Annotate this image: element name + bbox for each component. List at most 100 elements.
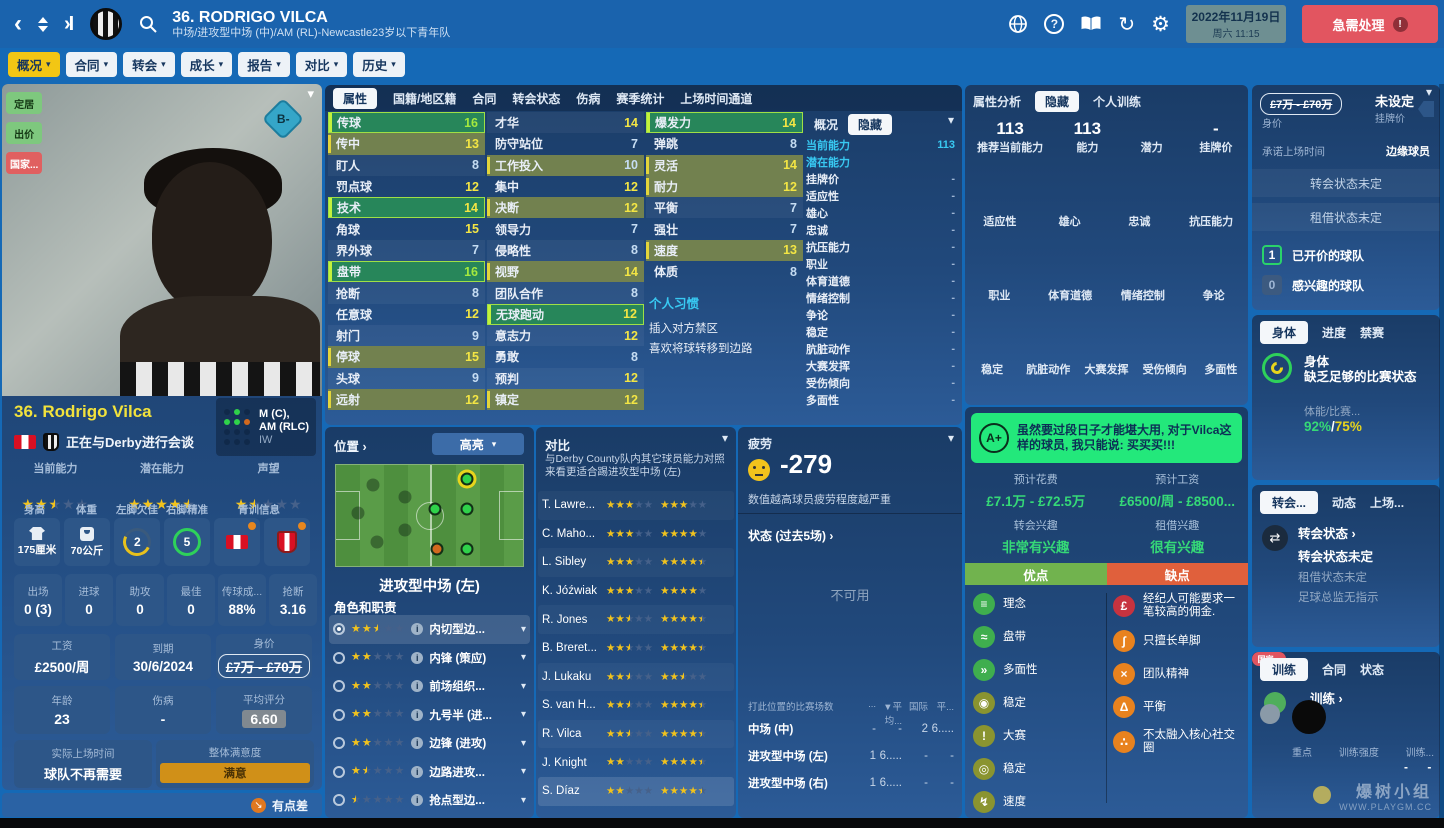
- tab-attribute-analysis[interactable]: 属性分析: [973, 95, 1022, 109]
- attribute-row[interactable]: 角球 15: [328, 218, 485, 239]
- attribute-row[interactable]: 灵活 14: [646, 154, 803, 176]
- game-date-button[interactable]: 2022年11月19日 周六 11:15: [1186, 5, 1286, 43]
- chevron-down-icon[interactable]: ▾: [1425, 85, 1432, 99]
- position-dot[interactable]: [460, 542, 474, 556]
- club-logo[interactable]: [90, 8, 123, 40]
- attribute-row[interactable]: 工作投入 10: [487, 154, 644, 176]
- chevron-down-icon[interactable]: ▾: [947, 113, 954, 127]
- tab-transfer[interactable]: 转会...: [1260, 491, 1319, 514]
- tab-playing-time[interactable]: 上场...: [1370, 496, 1405, 510]
- pinned-badge[interactable]: 国家...: [6, 152, 43, 174]
- attribute-row[interactable]: 意志力 12: [487, 324, 644, 347]
- attribute-row[interactable]: 体质 8: [646, 261, 803, 282]
- tab-condition[interactable]: 身体: [1260, 321, 1309, 344]
- tab-dynamics[interactable]: 动态: [1332, 496, 1357, 510]
- overview-tab[interactable]: 概况: [814, 117, 839, 132]
- attributes-tab[interactable]: 属性: [333, 87, 378, 109]
- chevron-down-icon[interactable]: ▾: [947, 431, 954, 445]
- chevron-down-icon[interactable]: ▾: [721, 431, 728, 445]
- tab-training[interactable]: 训练: [1260, 658, 1309, 681]
- nav-tab[interactable]: 合同 ▾: [65, 52, 118, 77]
- attribute-row[interactable]: 界外球 7: [328, 239, 485, 262]
- position-dot-weak[interactable]: [430, 542, 444, 556]
- comparison-row[interactable]: C. Maho... ★★★★★★★★★★ ★★★★★★★★★★: [538, 520, 734, 549]
- attribute-row[interactable]: 盯人 8: [328, 154, 485, 176]
- attribute-row[interactable]: 技术 14: [328, 197, 485, 219]
- attribute-row[interactable]: 停球 15: [328, 346, 485, 368]
- nav-tab[interactable]: 报告 ▾: [238, 52, 290, 77]
- comparison-row[interactable]: S. van H... ★★★★★★★★★★ ★★★★★★★★★★: [538, 691, 734, 720]
- attribute-row[interactable]: 任意球 12: [328, 304, 485, 325]
- chevron-down-icon[interactable]: ▾: [520, 709, 526, 721]
- attributes-tab[interactable]: 上场时间通道: [680, 91, 753, 106]
- role-radio[interactable]: [333, 794, 345, 807]
- position-dot-selected[interactable]: [460, 472, 474, 486]
- attribute-row[interactable]: 射门 9: [328, 324, 485, 347]
- tab-hidden[interactable]: 隐藏: [1035, 91, 1080, 112]
- attributes-tab[interactable]: 合同: [472, 91, 497, 106]
- settings-gear-icon[interactable]: ⚙: [1151, 12, 1170, 36]
- refresh-icon[interactable]: ↻: [1118, 13, 1136, 36]
- role-radio[interactable]: [333, 680, 345, 693]
- attribute-row[interactable]: 才华 14: [487, 112, 644, 134]
- attribute-row[interactable]: 领导力 7: [487, 218, 644, 239]
- attribute-row[interactable]: 平衡 7: [646, 197, 803, 219]
- attribute-row[interactable]: 强壮 7: [646, 218, 803, 239]
- comparison-row[interactable]: T. Lawre... ★★★★★★★★★★ ★★★★★★★★★★: [538, 491, 734, 520]
- attribute-row[interactable]: 传中 13: [328, 133, 485, 155]
- attribute-row[interactable]: 无球跑动 12: [487, 303, 644, 325]
- role-radio[interactable]: [333, 765, 345, 778]
- tab-status[interactable]: 状态: [1360, 663, 1385, 677]
- comparison-row[interactable]: L. Sibley ★★★★★★★★★★ ★★★★★★★★★★: [538, 548, 734, 577]
- attribute-row[interactable]: 预判 12: [487, 367, 644, 389]
- attribute-row[interactable]: 决断 12: [487, 197, 644, 219]
- info-icon[interactable]: i: [411, 794, 424, 807]
- comparison-row[interactable]: R. Jones ★★★★★★★★★★ ★★★★★★★★★★: [538, 605, 734, 634]
- chevron-down-icon[interactable]: ▾: [520, 737, 526, 749]
- position-dot[interactable]: [428, 502, 442, 516]
- attribute-row[interactable]: 远射 12: [328, 388, 485, 411]
- book-icon[interactable]: [1080, 15, 1102, 33]
- tab-suspension[interactable]: 禁赛: [1360, 326, 1385, 340]
- collapse-chevron-icon[interactable]: ▾: [307, 86, 314, 101]
- help-icon[interactable]: ?: [1044, 14, 1065, 34]
- attribute-row[interactable]: 盘带 16: [328, 261, 485, 283]
- pinned-badge[interactable]: 定居: [6, 92, 43, 114]
- transfer-heading[interactable]: 转会状态 ›: [1298, 527, 1356, 541]
- comparison-row[interactable]: J. Knight ★★★★★★★★★★ ★★★★★★★★★★: [538, 748, 734, 777]
- highlight-dropdown[interactable]: 高亮 ▾: [432, 433, 524, 455]
- positions-title[interactable]: 位置 ›: [334, 440, 367, 454]
- chevron-down-icon[interactable]: ▾: [520, 766, 526, 778]
- info-icon[interactable]: i: [411, 623, 424, 636]
- tab-individual-training[interactable]: 个人训练: [1093, 95, 1142, 109]
- attribute-row[interactable]: 耐力 12: [646, 175, 803, 198]
- attribute-row[interactable]: 集中 12: [487, 176, 644, 197]
- position-dot[interactable]: [460, 502, 474, 516]
- attribute-row[interactable]: 侵略性 8: [487, 239, 644, 262]
- info-icon[interactable]: i: [411, 680, 424, 693]
- chevron-down-icon[interactable]: ▾: [520, 652, 526, 664]
- role-row[interactable]: ★★★★★★★★★★ i 内锋 (策应) ▾: [329, 644, 530, 673]
- attribute-row[interactable]: 团队合作 8: [487, 282, 644, 304]
- attribute-row[interactable]: 头球 9: [328, 367, 485, 389]
- chevron-down-icon[interactable]: ▾: [520, 680, 526, 692]
- nav-tab[interactable]: 历史 ▾: [353, 52, 405, 77]
- pinned-badge[interactable]: 出价: [6, 122, 43, 144]
- comparison-row[interactable]: R. Vilca ★★★★★★★★★★ ★★★★★★★★★★: [538, 719, 734, 749]
- attribute-row[interactable]: 防守站位 7: [487, 133, 644, 154]
- tab-progress[interactable]: 进度: [1322, 326, 1347, 340]
- loan-status-band[interactable]: 租借状态未定: [1252, 203, 1440, 231]
- interest-row[interactable]: 0 感兴趣的球队: [1262, 275, 1364, 295]
- attribute-row[interactable]: 勇敢 8: [487, 346, 644, 367]
- forward-icon[interactable]: ›I: [64, 12, 74, 35]
- role-row[interactable]: ★★★★★★★★★★ i 边路进攻... ▾: [329, 758, 530, 787]
- role-radio[interactable]: [333, 708, 345, 721]
- nav-tab[interactable]: 概况 ▾: [8, 52, 60, 77]
- chevron-down-icon[interactable]: ▾: [520, 794, 526, 806]
- role-row[interactable]: ★★★★★★★★★★ i 前场组织... ▾: [329, 672, 530, 701]
- transfer-status-band[interactable]: 转会状态未定: [1252, 169, 1440, 197]
- attribute-row[interactable]: 镇定 12: [487, 388, 644, 411]
- info-icon[interactable]: i: [411, 765, 424, 778]
- role-row[interactable]: ★★★★★★★★★★ i 内切型边... ▾: [329, 615, 530, 644]
- hidden-tab[interactable]: 隐藏: [848, 113, 893, 135]
